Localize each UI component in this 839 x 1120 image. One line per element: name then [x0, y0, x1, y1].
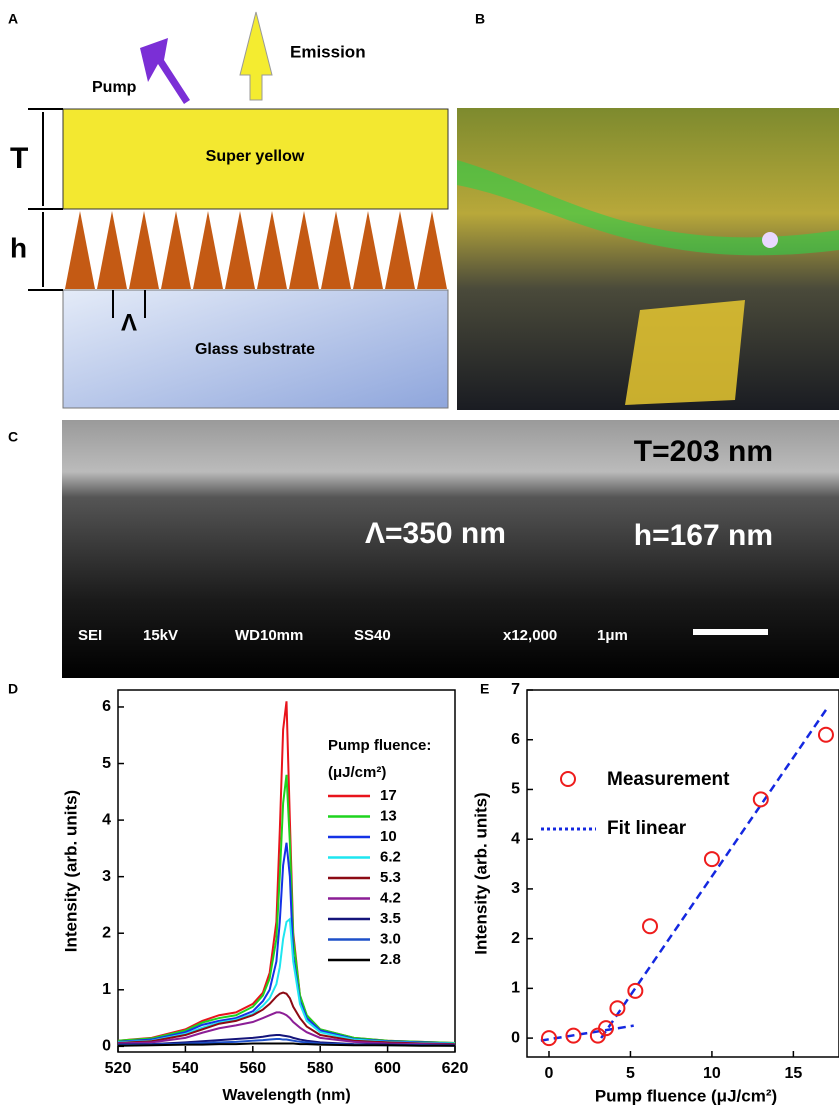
- layer-label: Super yellow: [206, 148, 305, 165]
- sem-info-text: SEI: [78, 627, 102, 644]
- grating-tooth: [417, 211, 447, 289]
- x-tick-label: 580: [307, 1060, 334, 1077]
- spectrum-line: [118, 775, 455, 1043]
- grating-tooth: [97, 211, 127, 289]
- panel-label: B: [475, 11, 485, 27]
- emission-arrow: [240, 12, 272, 100]
- sem-info-text: 15kV: [143, 627, 178, 644]
- data-point: [628, 984, 642, 998]
- y-tick-label: 1: [511, 980, 520, 997]
- y-tick-label: 0: [102, 1038, 111, 1055]
- sem-info-text: WD10mm: [235, 627, 303, 644]
- pump-arrow: [140, 38, 190, 104]
- grating-tooth: [225, 211, 255, 289]
- y-tick-label: 4: [511, 830, 520, 847]
- h-label: h: [10, 232, 27, 263]
- y-tick-label: 2: [102, 924, 111, 941]
- scale-bar: [693, 629, 768, 635]
- grating-tooth: [289, 211, 319, 289]
- data-point: [819, 728, 833, 742]
- grating: [65, 211, 447, 289]
- t-label: T: [10, 142, 28, 175]
- x-tick-label: 5: [626, 1065, 635, 1082]
- legend-label: 17: [380, 787, 397, 804]
- grating-tooth: [161, 211, 191, 289]
- x-tick-label: 560: [239, 1060, 266, 1077]
- sem-info-text: SS40: [354, 627, 391, 644]
- x-tick-label: 10: [703, 1065, 721, 1082]
- chart: 0 5 10 15 0 1 2 3 4 5 6 7 Pump fluence (μJ/cm²) Inten…: [471, 681, 839, 1105]
- y-tick-label: 4: [102, 811, 111, 828]
- y-tick-label: 1: [102, 981, 111, 998]
- sem-info-text: 1μm: [597, 627, 628, 644]
- sem-annotation: T=203 nm: [634, 435, 773, 468]
- figure: A Pump Emission Super yellow Glass subst…: [0, 0, 839, 1115]
- y-tick-label: 3: [102, 868, 111, 885]
- legend-label: 10: [380, 828, 397, 845]
- x-axis-title: Wavelength (nm): [222, 1087, 350, 1104]
- y-tick-label: 5: [102, 755, 111, 772]
- legend-label: 13: [380, 807, 397, 824]
- grating-tooth: [257, 211, 287, 289]
- x-tick-label: 0: [545, 1065, 554, 1082]
- legend-label: 2.8: [380, 951, 401, 968]
- grating-tooth: [65, 211, 95, 289]
- legend-label: 5.3: [380, 869, 401, 886]
- x-tick-label: 540: [172, 1060, 199, 1077]
- y-tick-label: 6: [511, 731, 520, 748]
- y-tick-label: 0: [511, 1029, 520, 1046]
- y-axis-title: Intensity (arb. units): [471, 792, 490, 954]
- grating-tooth: [193, 211, 223, 289]
- panel-label: E: [480, 681, 489, 697]
- legend-label: 3.5: [380, 910, 401, 927]
- data-point: [643, 919, 657, 933]
- lambda-label: Λ: [121, 309, 137, 336]
- panel-label: A: [8, 11, 18, 27]
- chart: 520 540 560 580 600 620 0 1 2 3 4 5 6 Wavelength (nm)…: [61, 690, 468, 1104]
- panel-label: C: [8, 429, 18, 445]
- grating-tooth: [129, 211, 159, 289]
- x-tick-label: 620: [442, 1060, 469, 1077]
- y-tick-label: 7: [511, 681, 520, 698]
- photo-sample: [625, 300, 745, 405]
- y-tick-label: 5: [511, 781, 520, 798]
- y-tick-label: 3: [511, 880, 520, 897]
- legend-label: 3.0: [380, 930, 401, 947]
- pump-label: Pump: [92, 79, 137, 96]
- legend-marker: [561, 772, 575, 786]
- plot-frame: [527, 690, 839, 1057]
- substrate-label: Glass substrate: [195, 341, 315, 358]
- y-tick-label: 6: [102, 698, 111, 715]
- emission-label: Emission: [290, 42, 366, 61]
- panel-label: D: [8, 681, 18, 697]
- sem-annotation: h=167 nm: [634, 519, 773, 552]
- legend-label: Fit linear: [607, 818, 687, 839]
- x-axis-title: Pump fluence (μJ/cm²): [595, 1086, 777, 1105]
- photo-spot: [762, 232, 778, 248]
- x-tick-label: 520: [105, 1060, 132, 1077]
- spectrum-line: [118, 843, 455, 1044]
- x-tick-label: 15: [784, 1065, 802, 1082]
- grating-tooth: [385, 211, 415, 289]
- legend-label: 6.2: [380, 848, 401, 865]
- y-axis-title: Intensity (arb. units): [61, 790, 80, 952]
- fit-line: [601, 710, 826, 1038]
- legend-label: 4.2: [380, 889, 401, 906]
- y-tick-label: 2: [511, 930, 520, 947]
- sem-annotation: Λ=350 nm: [365, 517, 506, 550]
- data-point: [705, 852, 719, 866]
- grating-tooth: [321, 211, 351, 289]
- grating-tooth: [353, 211, 383, 289]
- sem-info-text: x12,000: [503, 627, 557, 644]
- x-tick-label: 600: [374, 1060, 401, 1077]
- legend-title: Pump fluence:: [328, 737, 431, 754]
- spectrum-line: [118, 919, 455, 1043]
- legend-label: Measurement: [607, 769, 730, 790]
- legend-unit: (μJ/cm²): [328, 764, 386, 781]
